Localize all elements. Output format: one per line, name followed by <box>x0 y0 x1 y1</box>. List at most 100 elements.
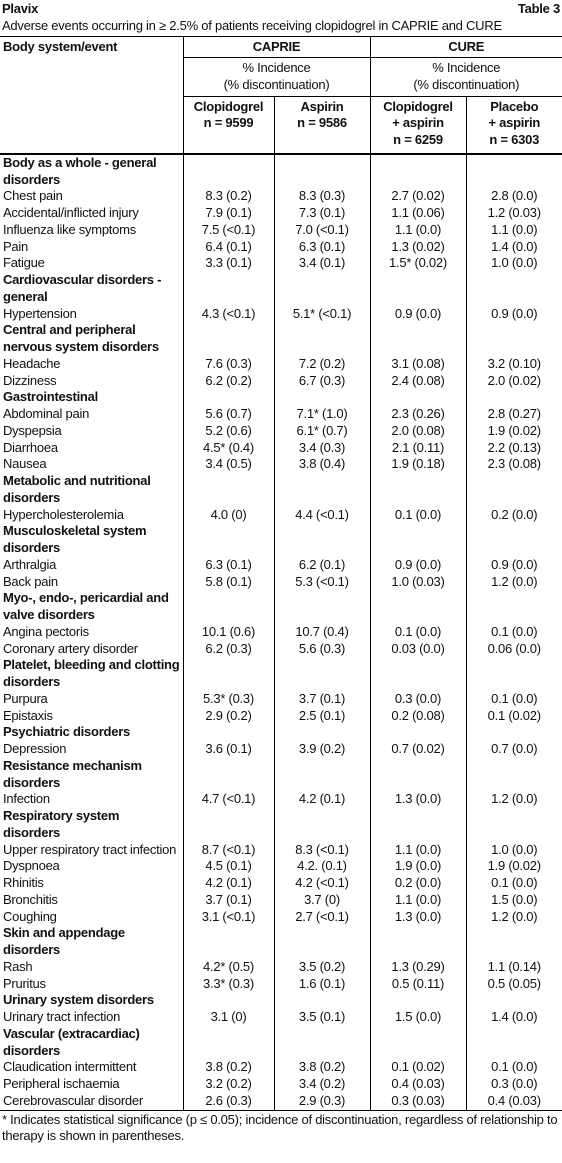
value-cell: 6.7 (0.3) <box>273 372 370 390</box>
empty-cell <box>273 1025 370 1060</box>
arm-line: n = 9599 <box>203 115 254 131</box>
empty-cell <box>273 523 370 557</box>
value-cell: 1.0 (0.0) <box>465 255 562 272</box>
event-name: Fatigue <box>3 255 45 271</box>
empty-cell <box>465 724 562 741</box>
value-cell: 0.4 (0.03) <box>465 1092 562 1110</box>
group-row: Cardiovascular disorders - general <box>0 272 562 306</box>
value-cell: 6.3 (0.1) <box>182 556 274 574</box>
event-row: Infection 4.7 (<0.1) 4.2 (0.1) 1.3 (0.0) 1.2… <box>0 791 562 808</box>
value-cell: 5.8 (0.1) <box>182 573 274 591</box>
value-cell: 2.0 (0.02) <box>465 372 562 390</box>
empty-cell <box>465 272 562 306</box>
footnote: * Indicates statistical significance (p … <box>2 1111 558 1143</box>
value-cell: 3.2 (0.2) <box>182 1076 274 1093</box>
value-cell: 2.3 (0.26) <box>369 406 466 423</box>
event-name: Angina pectoris <box>3 623 89 639</box>
value-cell: 8.7 (<0.1) <box>182 841 274 859</box>
value-cell: 6.4 (0.1) <box>182 238 274 256</box>
empty-cell <box>369 1025 466 1060</box>
group-row: Metabolic and nutritional disorders <box>0 473 562 507</box>
event-name: Depression <box>3 741 67 756</box>
group-name: Resistance mechanism disorders <box>3 757 142 790</box>
value-cell: 1.9 (0.18) <box>369 456 466 473</box>
group-name: Myo-, endo-, pericardial and valve disor… <box>3 590 169 622</box>
empty-cell <box>273 590 370 624</box>
empty-cell <box>369 389 466 406</box>
empty-cell <box>465 523 562 557</box>
empty-cell <box>182 272 274 306</box>
value-cell: 3.6 (0.1) <box>182 741 274 758</box>
value-cell: 6.1* (0.7) <box>273 422 370 440</box>
empty-cell <box>182 757 274 792</box>
value-cell: 0.4 (0.03) <box>369 1076 466 1093</box>
arm-header: Clopidogrel n = 9599 <box>182 96 274 155</box>
value-cell: 5.3 (<0.1) <box>273 573 370 591</box>
value-cell: 1.1 (0.0) <box>369 841 466 859</box>
empty-cell <box>369 272 466 306</box>
empty-cell <box>182 992 274 1009</box>
arm-line: + aspirin <box>488 115 541 131</box>
value-cell: 1.3 (0.29) <box>369 958 466 976</box>
value-cell: 8.3 (<0.1) <box>273 841 370 859</box>
event-name: Epistaxis <box>3 707 53 723</box>
event-name: Coronary artery disorder <box>3 640 138 656</box>
event-name: Chest pain <box>3 188 63 204</box>
measure-line: % Incidence <box>242 60 311 75</box>
arm-line: n = 9586 <box>297 115 347 131</box>
group-row: Resistance mechanism disorders <box>0 757 562 792</box>
value-cell: 0.1 (0.0) <box>369 623 466 641</box>
event-row: Upper respiratory tract infection 8.7 (<0… <box>0 841 562 859</box>
arm-header: Aspirin n = 9586 <box>273 96 370 155</box>
group-row: Urinary system disorders <box>0 992 562 1009</box>
value-cell: 0.9 (0.0) <box>369 305 466 323</box>
value-cell: 2.7 (<0.1) <box>273 908 370 926</box>
event-header: Body system/event <box>0 36 183 155</box>
value-cell: 2.8 (0.0) <box>465 188 562 205</box>
value-cell: 1.0 (0.03) <box>369 573 466 591</box>
event-name: Dyspnoea <box>3 858 60 874</box>
event-name: Dizziness <box>3 372 57 388</box>
measure-header: % Incidence (% discontinuation) <box>369 57 562 97</box>
value-cell: 0.1 (0.0) <box>465 623 562 641</box>
group-row: Psychiatric disorders <box>0 724 562 741</box>
event-name: Back pain <box>3 573 58 589</box>
value-cell: 1.3 (0.0) <box>369 791 466 808</box>
empty-cell <box>182 473 274 507</box>
head-row: Body system/event CAPRIE CURE <box>0 36 562 155</box>
value-cell: 1.9 (0.02) <box>465 858 562 875</box>
event-row: Purpura 5.3* (0.3) 3.7 (0.1) 0.3 (0.0) 0.1 (… <box>0 690 562 708</box>
value-cell: 1.2 (0.0) <box>465 791 562 808</box>
value-cell: 6.3 (0.1) <box>273 238 370 256</box>
group-row: Musculoskeletal system disorders <box>0 523 562 557</box>
table-head: Body system/event CAPRIE CURE % Incidenc… <box>0 36 562 155</box>
event-name: Nausea <box>3 456 47 472</box>
value-cell: 4.2* (0.5) <box>182 958 274 976</box>
value-cell: 3.8 (0.4) <box>273 456 370 473</box>
value-cell: 0.2 (0.08) <box>369 707 466 725</box>
value-cell: 1.1 (0.0) <box>369 221 466 239</box>
group-name: Psychiatric disorders <box>3 724 130 740</box>
value-cell: 2.8 (0.27) <box>465 406 562 423</box>
event-name: Bronchitis <box>3 891 58 907</box>
empty-cell <box>182 389 274 406</box>
value-cell: 1.1 (0.06) <box>369 205 466 222</box>
event-row: Abdominal pain 5.6 (0.7) 7.1* (1.0) 2.3 (0.… <box>0 406 562 423</box>
value-cell: 6.2 (0.2) <box>182 372 274 390</box>
value-cell: 3.8 (0.2) <box>182 1059 274 1076</box>
value-cell: 4.2. (0.1) <box>273 858 370 875</box>
value-cell: 7.6 (0.3) <box>182 355 274 373</box>
empty-cell <box>273 389 370 406</box>
study-header: CURE <box>369 36 562 58</box>
value-cell: 1.1 (0.0) <box>369 891 466 909</box>
value-cell: 0.1 (0.0) <box>465 875 562 892</box>
value-cell: 2.5 (0.1) <box>273 707 370 725</box>
empty-cell <box>465 153 562 189</box>
value-cell: 4.2 (<0.1) <box>273 875 370 892</box>
head-row: Clopidogrel n = 9599 Aspirin n = 9586 Clopid… <box>0 96 562 155</box>
value-cell: 4.5 (0.1) <box>182 858 274 875</box>
value-cell: 3.5 (0.1) <box>273 1009 370 1026</box>
event-row: Cerebrovascular disorder 2.6 (0.3) 2.9 (0.… <box>0 1092 562 1110</box>
value-cell: 4.5* (0.4) <box>182 439 274 457</box>
